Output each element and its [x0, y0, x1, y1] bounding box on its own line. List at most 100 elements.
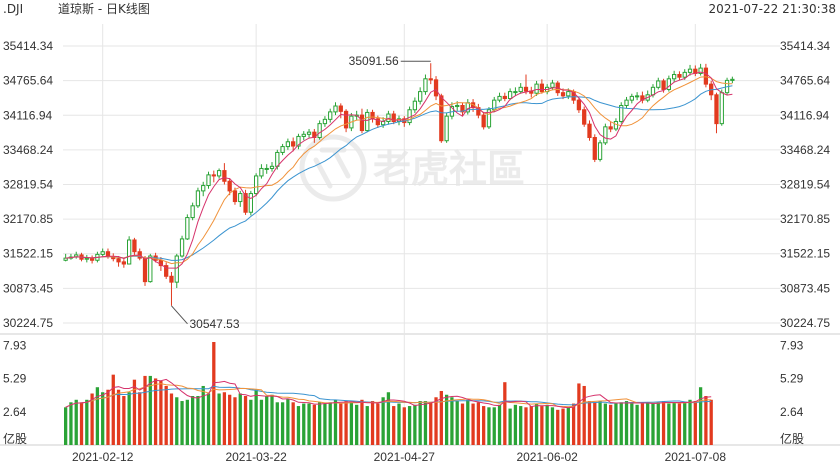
candle-up	[550, 82, 555, 88]
candle-up	[386, 113, 391, 122]
volume-bar-up	[635, 404, 639, 445]
price-tick-left: 31522.15	[3, 247, 53, 261]
volume-bar-up	[180, 401, 184, 445]
candle-down	[375, 118, 380, 126]
candle-up	[698, 67, 703, 74]
candle-up	[317, 123, 322, 139]
candle-up	[597, 142, 603, 160]
price-tick-left: 34116.94	[3, 108, 52, 122]
candle-down	[587, 123, 592, 139]
candle-down	[592, 137, 597, 160]
volume-bar-up	[497, 404, 502, 445]
candle-up	[486, 109, 492, 128]
high-annotation: 35091.56	[349, 54, 399, 68]
volume-bar-up	[217, 393, 221, 445]
candle-up	[682, 71, 687, 78]
candle-down	[243, 193, 248, 213]
volume-bar-up	[238, 393, 242, 445]
volume-bar-down	[143, 375, 147, 445]
volume-bar-up	[185, 399, 189, 445]
candle-up	[719, 92, 724, 125]
volume-bar-down	[709, 399, 713, 445]
volume-bar-up	[603, 403, 608, 445]
candle-up	[412, 100, 418, 111]
price-tick-left: 32170.85	[3, 212, 53, 226]
extreme-annotations: 35091.56 30547.53	[171, 54, 431, 331]
tiger-logo-icon	[299, 134, 367, 202]
candle-down	[291, 141, 296, 147]
volume-bar-down	[344, 401, 348, 445]
volume-bar-up	[101, 392, 105, 445]
volume-bar-down	[471, 403, 475, 445]
volume-bar-down	[392, 406, 396, 445]
candle-up	[365, 111, 370, 132]
price-axis: 35414.34 35414.34 34765.64 34765.64 34116.94…	[3, 39, 830, 330]
volume-bar-down	[677, 403, 682, 445]
candle-down	[523, 86, 529, 92]
volume-unit-left: 亿股	[3, 431, 27, 446]
volume-bar-down	[228, 394, 232, 445]
volume-bar-up	[317, 402, 322, 445]
candle-down	[338, 105, 343, 112]
volume-bar-down	[360, 399, 364, 445]
volume-bar-up	[651, 403, 655, 445]
candle-up	[566, 91, 571, 97]
volume-bar-up	[265, 396, 269, 445]
volume-bar-down	[503, 382, 507, 445]
volume-bar-up	[630, 403, 634, 445]
volume-bar-up	[688, 399, 692, 445]
volume-bar-up	[296, 406, 301, 445]
candle-up	[497, 95, 502, 101]
volume-bar-down	[693, 401, 697, 445]
volume-bar-up	[355, 404, 359, 445]
price-tick-right: 34765.64	[780, 74, 830, 88]
candle-up	[100, 251, 105, 255]
volume-bar-up	[423, 401, 428, 445]
volume-bar-down	[587, 401, 592, 445]
price-tick-left: 30873.45	[3, 281, 53, 295]
candle-down	[661, 80, 666, 90]
volume-bar-up	[683, 402, 687, 445]
candle-up	[619, 104, 624, 122]
date-tick: 2021-02-12	[72, 450, 134, 464]
volume-bar-up	[508, 408, 512, 445]
volume-bar-up	[333, 399, 338, 445]
price-tick-right: 30873.45	[780, 281, 830, 295]
candle-down	[481, 114, 486, 128]
volume-bar-up	[545, 404, 549, 445]
volume-bar-up	[534, 403, 539, 445]
volume-bar-down	[312, 404, 316, 445]
volume-bar-down	[460, 403, 465, 445]
volume-bars	[64, 342, 713, 445]
date-axis: 2021-02-12 2021-03-22 2021-04-27 2021-06-02…	[72, 450, 726, 464]
volume-bar-down	[106, 389, 110, 445]
candle-up	[322, 118, 328, 125]
candle-down	[560, 92, 566, 97]
volume-bar-up	[487, 407, 491, 445]
candle-down	[391, 113, 396, 122]
volume-ma20-line	[65, 385, 712, 408]
volume-bar-down	[370, 401, 375, 445]
volume-ma5-line	[65, 378, 712, 409]
candle-up	[296, 135, 301, 147]
volume-bar-down	[339, 403, 343, 445]
volume-axis: 7.93 7.93 5.29 5.29 2.64 2.64 亿股 亿股	[3, 338, 804, 446]
volume-bar-down	[122, 396, 126, 445]
chart-title: 道琼斯 - 日K线图	[58, 1, 150, 16]
volume-bar-up	[206, 393, 211, 445]
volume-bar-down	[169, 393, 174, 445]
volume-bar-up	[302, 403, 306, 445]
volume-bar-down	[529, 406, 533, 445]
candle-down	[677, 74, 682, 78]
volume-bar-up	[85, 399, 89, 445]
volume-bar-up	[249, 399, 253, 445]
candle-up	[285, 141, 291, 148]
volume-bar-up	[598, 401, 602, 445]
candle-down	[227, 180, 232, 192]
volume-bar-up	[619, 402, 623, 445]
price-tick-right: 32170.85	[780, 212, 830, 226]
volume-bar-down	[402, 407, 406, 445]
candle-up	[444, 115, 449, 142]
volume-bar-down	[159, 380, 163, 445]
